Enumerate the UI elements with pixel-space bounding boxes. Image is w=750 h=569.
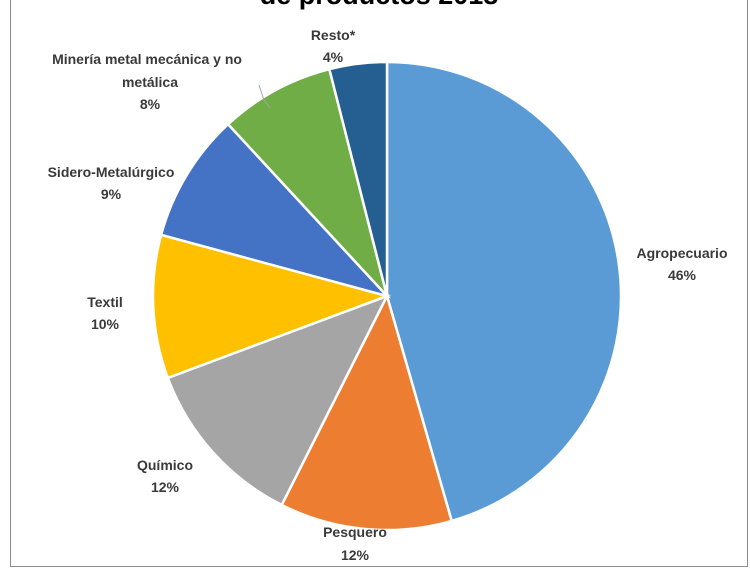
minería-leader-line <box>258 84 271 109</box>
pie-slice-resto- <box>327 60 389 297</box>
value-mineria: 8% <box>140 96 161 112</box>
value-quimico: 12% <box>151 479 180 495</box>
pie-slice-pesquero <box>280 292 454 532</box>
value-pesquero: 12% <box>341 547 370 563</box>
value-sidero-metalurgico: 9% <box>101 186 122 202</box>
pie-slice-sidero-metalúrgico <box>159 122 391 299</box>
label-sidero-metalurgico: Sidero-Metalúrgico <box>48 164 175 180</box>
pie-slice-agropecuario <box>385 60 623 523</box>
label-quimico: Químico <box>137 457 193 473</box>
pie-slices <box>151 60 623 532</box>
value-resto: 4% <box>323 49 344 65</box>
value-agropecuario: 46% <box>668 267 697 283</box>
label-pesquero: Pesquero <box>323 524 387 540</box>
pie-slice-textil <box>151 233 392 380</box>
pie-slice-minería-metal-mecánica-y-no-metálica <box>226 67 389 297</box>
pie-slice-químico <box>166 293 390 507</box>
value-textil: 10% <box>91 316 120 332</box>
label-mineria: Minería metal mecánica y no metálica <box>52 51 242 90</box>
chart-title: de productos 2018 <box>11 0 747 11</box>
label-resto: Resto* <box>311 27 356 43</box>
label-textil: Textil <box>87 294 123 310</box>
label-agropecuario: Agropecuario <box>636 245 727 261</box>
